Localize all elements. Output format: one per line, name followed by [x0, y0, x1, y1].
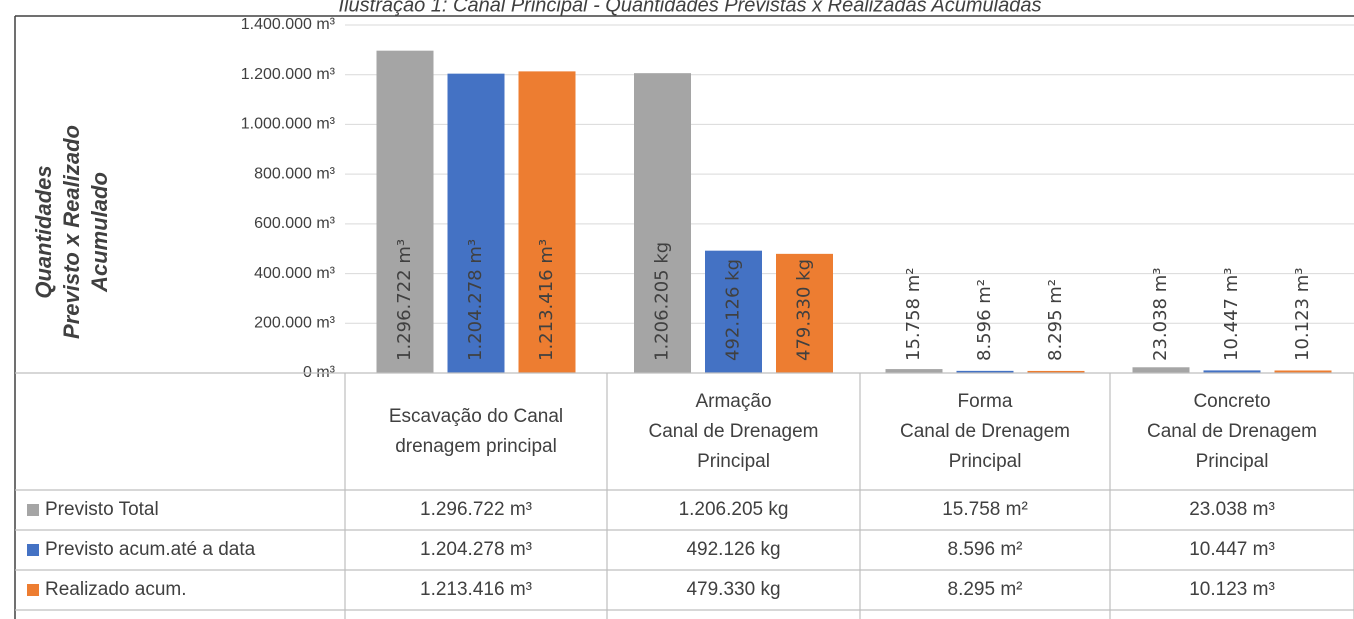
x-tick-label: Concreto: [1193, 391, 1270, 412]
data-label: 15.758 m²: [903, 268, 924, 361]
x-tick-label: Canal de Drenagem: [1147, 421, 1317, 442]
table-cell: 1.206.205 kg: [679, 499, 789, 520]
legend-swatch: [27, 584, 39, 596]
data-label: 23.038 m³: [1150, 268, 1171, 361]
bar: [1132, 367, 1190, 373]
y-tick-label: 1.200.000 m³: [241, 66, 336, 83]
table-cell: 15.758 m²: [942, 499, 1028, 520]
bar: [518, 71, 576, 373]
x-tick-label: Armação: [695, 391, 771, 412]
bar: [956, 370, 1014, 373]
bar: [634, 73, 691, 373]
data-label: 1.213.416 m³: [536, 239, 557, 361]
table-cell: 8.295 m²: [948, 579, 1023, 600]
data-label: 10.123 m³: [1292, 268, 1313, 361]
x-tick-label: Forma: [958, 391, 1013, 412]
table-cell: 1.213.416 m³: [420, 579, 532, 600]
y-tick-label: 1.000.000 m³: [241, 116, 336, 133]
table-cell: 8.596 m²: [948, 539, 1023, 560]
data-label: 1.296.722 m³: [394, 239, 415, 361]
table-cell: 479.330 kg: [686, 579, 780, 600]
bar: [705, 250, 762, 373]
data-label: 1.204.278 m³: [465, 239, 486, 361]
table-cell: 1.204.278 m³: [420, 539, 532, 560]
legend-label: Previsto acum.até a data: [45, 539, 256, 560]
table-cell: 492.126 kg: [686, 539, 780, 560]
x-tick-label: Escavação do Canal: [389, 406, 563, 427]
table-cell: 10.123 m³: [1189, 579, 1275, 600]
y-tick-label: 1.400.000 m³: [241, 16, 336, 33]
table-cell: 1.296.722 m³: [420, 499, 532, 520]
data-label: 8.295 m²: [1045, 279, 1066, 361]
legend-label: Previsto Total: [45, 499, 159, 520]
y-tick-label: 400.000 m³: [254, 265, 336, 282]
data-label: 8.596 m²: [974, 279, 995, 361]
y-tick-label: 800.000 m³: [254, 165, 336, 182]
data-label: 479.330 kg: [794, 259, 815, 361]
y-tick-label: 200.000 m³: [254, 315, 336, 332]
data-label: 10.447 m³: [1221, 268, 1242, 361]
table-cell: 23.038 m³: [1189, 499, 1275, 520]
x-tick-label: Principal: [1196, 451, 1269, 472]
legend-label: Realizado acum.: [45, 579, 187, 600]
x-tick-label: Canal de Drenagem: [648, 421, 818, 442]
bar: [1203, 370, 1261, 373]
bar: [885, 369, 943, 373]
data-label: 1.206.205 kg: [652, 242, 673, 361]
table-cell: 10.447 m³: [1189, 539, 1275, 560]
y-axis-label: Previsto x Realizado: [59, 125, 84, 339]
data-label: 492.126 kg: [723, 259, 744, 361]
bar: [447, 73, 505, 374]
chart-title: Ilustração 1: Canal Principal - Quantida…: [339, 0, 1042, 16]
x-tick-label: Canal de Drenagem: [900, 421, 1070, 442]
y-axis-label: Acumulado: [87, 172, 112, 293]
bar: [776, 253, 833, 373]
x-tick-label: drenagem principal: [395, 436, 557, 457]
legend-swatch: [27, 504, 39, 516]
legend-swatch: [27, 544, 39, 556]
y-axis-label: Quantidades: [31, 165, 56, 298]
bar: [1027, 370, 1085, 373]
bar: [1274, 370, 1332, 373]
x-tick-label: Principal: [697, 451, 770, 472]
x-tick-label: Principal: [949, 451, 1022, 472]
y-tick-label: 600.000 m³: [254, 215, 336, 232]
bar: [376, 50, 434, 373]
